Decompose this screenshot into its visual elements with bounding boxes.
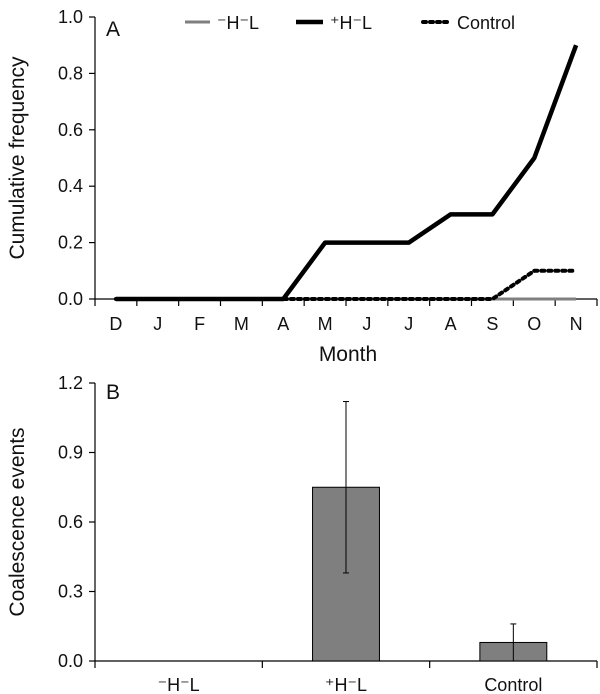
y-tick-label: 1.2 [58,373,83,393]
x-tick-label: D [109,314,122,334]
x-tick-label: A [445,314,457,334]
x-tick-label: ⁺H⁻L [325,675,367,694]
legend-label-hl-minus: ⁻H⁻L [217,13,259,33]
panel-a: A Cumulative frequency Month ⁻H⁻L ⁺H⁻L C… [6,7,598,366]
x-tick-label: O [527,314,541,334]
y-tick-label: 0.4 [58,176,83,196]
x-tick-label: J [404,314,413,334]
panel-a-y-axis-title: Cumulative frequency [6,56,29,260]
y-tick-label: 0.0 [58,289,83,309]
y-tick-label: 0.6 [58,512,83,532]
x-tick-label: S [486,314,498,334]
legend-label-control: Control [457,13,515,33]
legend-label-hl-plus: ⁺H⁻L [330,13,372,33]
panel-b-y-axis-title: Coalescence events [6,427,29,616]
panel-b: B Coalescence events 0.0 0.3 0.6 0.9 1.2 ⁻H⁻L… [6,373,598,694]
series-line [113,268,579,301]
y-tick-label: 0.2 [58,233,83,253]
x-tick-label: M [234,314,249,334]
y-tick-label: 0.3 [58,582,83,602]
x-tick-label: ⁻H⁻L [158,675,200,694]
x-tick-label: M [318,314,333,334]
legend: ⁻H⁻L ⁺H⁻L Control [185,13,515,33]
series-line [115,44,579,302]
y-tick-label: 1.0 [58,7,83,27]
panel-a-label: A [106,18,120,41]
y-tick-label: 0.8 [58,63,83,83]
y-tick-label: 0.9 [58,443,83,463]
x-tick-label: N [570,314,583,334]
x-tick-label: J [362,314,371,334]
x-tick-label: Control [484,675,542,694]
x-tick-label: J [153,314,162,334]
y-tick-label: 0.6 [58,120,83,140]
x-tick-label: A [277,314,289,334]
panel-a-x-axis-title: Month [319,343,377,366]
y-tick-label: 0.0 [58,651,83,671]
x-tick-label: F [194,314,205,334]
panel-b-label: B [106,381,120,404]
